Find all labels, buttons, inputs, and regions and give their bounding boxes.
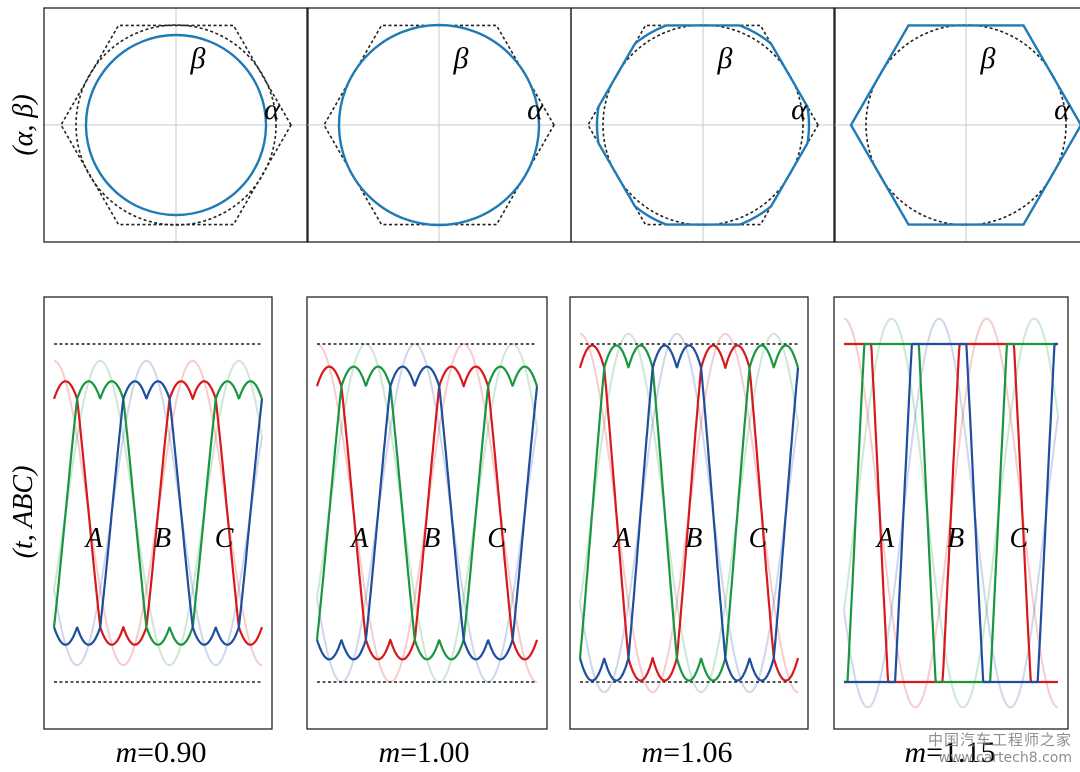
row-label-time-abc: (t, ABC) bbox=[8, 466, 39, 559]
voltage-trajectory-circle bbox=[337, 23, 541, 227]
phase-voltage-panel-1: A B C bbox=[43, 296, 273, 730]
watermark-url: www.cartech8.com bbox=[938, 750, 1072, 766]
phase-voltage-C bbox=[578, 344, 800, 682]
panel-frame bbox=[833, 7, 1080, 243]
phase-voltage-A bbox=[578, 344, 800, 682]
ghost-sine-phase-C bbox=[579, 332, 799, 694]
phase-voltage-panel-3: A B C bbox=[569, 296, 809, 730]
caption-value: =1.00 bbox=[400, 736, 469, 769]
phase-label-C: C bbox=[215, 523, 234, 554]
beta-axis-label: β bbox=[717, 42, 733, 75]
phase-voltage-C bbox=[843, 342, 1059, 684]
alpha-axis-label: α bbox=[791, 93, 808, 126]
alpha-axis-label: α bbox=[264, 93, 281, 126]
phase-label-B: B bbox=[947, 523, 964, 554]
phase-voltage-B bbox=[843, 342, 1059, 684]
caption-value: =0.90 bbox=[137, 736, 206, 769]
alpha-beta-panel-4: βα bbox=[833, 7, 1080, 243]
beta-axis-label: β bbox=[453, 42, 469, 75]
caption-m-4: m=1.15 bbox=[904, 736, 995, 769]
phase-label-A: A bbox=[875, 523, 895, 554]
phase-voltage-B bbox=[52, 380, 264, 646]
phase-label-B: B bbox=[423, 523, 440, 554]
watermark-site-name: 中国汽车工程师之家 bbox=[927, 731, 1072, 749]
modulation-index-captions: m=0.90 m=1.00 m=1.06 m=1.15 bbox=[115, 736, 995, 769]
caption-symbol: m bbox=[904, 736, 926, 769]
phase-voltage-A bbox=[843, 342, 1059, 684]
caption-value: =1.15 bbox=[926, 736, 995, 769]
phase-label-A: A bbox=[349, 523, 369, 554]
ghost-sine-phase-B bbox=[579, 332, 799, 694]
caption-m-3: m=1.06 bbox=[641, 736, 732, 769]
caption-symbol: m bbox=[378, 736, 400, 769]
phase-voltage-panel-4: A B C bbox=[833, 296, 1069, 730]
voltage-trajectory-hexagon bbox=[849, 24, 1080, 226]
phase-voltage-C bbox=[52, 380, 264, 646]
panel-plot-area bbox=[315, 343, 539, 683]
phase-label-B: B bbox=[685, 523, 702, 554]
voltage-trajectory-clipped-circle bbox=[595, 24, 811, 226]
row-label-alpha-beta: (α, β) bbox=[8, 94, 39, 155]
caption-symbol: m bbox=[115, 736, 137, 769]
phase-voltage-A bbox=[52, 380, 264, 646]
alpha-beta-panel-3: βα bbox=[570, 7, 836, 243]
alpha-axis-label: α bbox=[1054, 93, 1071, 126]
caption-value: =1.06 bbox=[663, 736, 732, 769]
phase-label-C: C bbox=[1010, 523, 1029, 554]
beta-axis-label: β bbox=[190, 42, 206, 75]
watermark: 中国汽车工程师之家 www.cartech8.com bbox=[928, 729, 1072, 766]
phase-voltage-B bbox=[315, 365, 539, 661]
alpha-beta-panel-2: βα bbox=[306, 7, 572, 243]
voltage-trajectory-circle bbox=[84, 33, 268, 217]
phase-voltage-panel-2: A B C bbox=[306, 296, 548, 730]
panel-frame bbox=[569, 296, 809, 730]
panel-frame bbox=[43, 296, 273, 730]
panel-frame bbox=[833, 296, 1069, 730]
alpha-axis-label: α bbox=[527, 93, 544, 126]
reference-circle bbox=[75, 24, 277, 226]
phase-label-A: A bbox=[612, 523, 632, 554]
caption-m-2: m=1.00 bbox=[378, 736, 469, 769]
phase-voltage-A bbox=[315, 365, 539, 661]
phase-label-B: B bbox=[154, 523, 171, 554]
panel-plot-area bbox=[843, 317, 1059, 709]
panel-plot-area bbox=[52, 343, 264, 683]
panel-frame bbox=[306, 296, 548, 730]
phase-label-C: C bbox=[749, 523, 768, 554]
beta-axis-label: β bbox=[980, 42, 996, 75]
caption-m-1: m=0.90 bbox=[115, 736, 206, 769]
phase-voltage-C bbox=[315, 365, 539, 661]
panel-plot-area bbox=[578, 332, 800, 694]
phase-voltage-B bbox=[578, 344, 800, 682]
caption-symbol: m bbox=[641, 736, 663, 769]
phase-label-A: A bbox=[84, 523, 104, 554]
phase-label-C: C bbox=[487, 523, 506, 554]
alpha-beta-panel-1: βα bbox=[43, 7, 309, 243]
